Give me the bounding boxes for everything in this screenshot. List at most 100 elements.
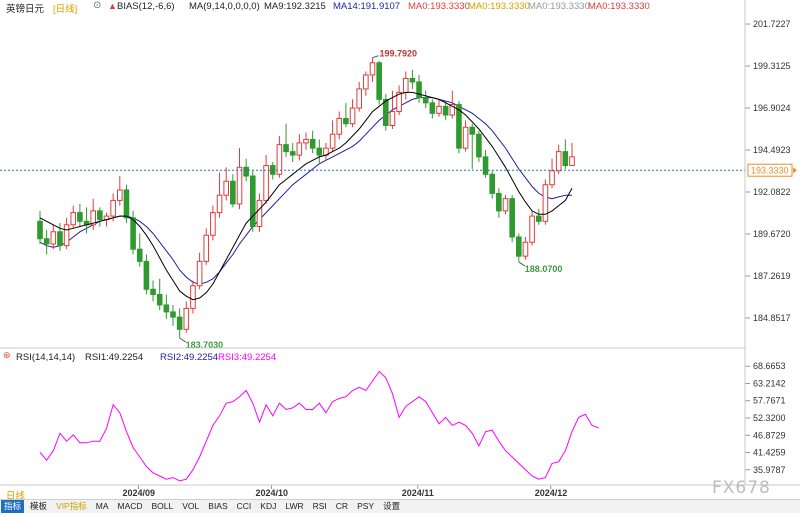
candle[interactable] bbox=[316, 139, 323, 164]
indicator-tab[interactable]: RSI bbox=[312, 501, 327, 511]
price-annotations: 199.7920 188.0700 183.7030 bbox=[179, 49, 562, 350]
candle[interactable] bbox=[37, 210, 43, 244]
indicator-tab[interactable]: 指标 bbox=[1, 500, 25, 513]
indicator-tab[interactable]: BOLL bbox=[151, 501, 174, 511]
candle[interactable] bbox=[117, 176, 123, 206]
candle[interactable] bbox=[542, 179, 549, 225]
candle[interactable] bbox=[376, 61, 382, 105]
candle[interactable] bbox=[436, 99, 442, 117]
candle[interactable] bbox=[190, 280, 196, 314]
candle[interactable] bbox=[57, 223, 63, 251]
indicator-tab[interactable]: BIAS bbox=[208, 501, 228, 511]
candle[interactable] bbox=[250, 170, 256, 232]
candle[interactable] bbox=[329, 120, 336, 152]
candle[interactable] bbox=[489, 170, 495, 199]
indicator-tab[interactable]: VOL bbox=[182, 501, 200, 511]
candle[interactable] bbox=[409, 69, 416, 89]
candle[interactable] bbox=[309, 130, 316, 154]
candle[interactable] bbox=[269, 162, 276, 180]
candle[interactable] bbox=[323, 142, 329, 161]
candle[interactable] bbox=[283, 123, 289, 157]
candle[interactable] bbox=[442, 101, 449, 121]
candle[interactable] bbox=[136, 233, 143, 267]
indicator-tab[interactable]: LWR bbox=[285, 501, 304, 511]
candle[interactable] bbox=[396, 85, 402, 116]
rsi-tick-label: 57.7671 bbox=[753, 396, 786, 406]
price-tick-label: 189.6720 bbox=[753, 229, 791, 239]
close-indicator-icon[interactable]: ▲ bbox=[108, 1, 117, 11]
candle[interactable] bbox=[336, 111, 343, 140]
candle[interactable] bbox=[163, 294, 170, 319]
candle[interactable] bbox=[522, 236, 529, 260]
candle[interactable] bbox=[143, 254, 150, 295]
candle[interactable] bbox=[130, 210, 136, 255]
candle[interactable] bbox=[289, 142, 296, 163]
candle[interactable] bbox=[276, 135, 283, 178]
candle[interactable] bbox=[223, 167, 229, 201]
candle[interactable] bbox=[70, 205, 77, 229]
candle[interactable] bbox=[170, 304, 176, 326]
indicator-tab[interactable]: CR bbox=[335, 501, 349, 511]
candle[interactable] bbox=[150, 280, 156, 302]
candle[interactable] bbox=[303, 132, 309, 150]
settings-icon[interactable]: ⊙ bbox=[93, 0, 102, 11]
candle[interactable] bbox=[183, 301, 190, 333]
candle[interactable] bbox=[402, 71, 409, 100]
candle[interactable] bbox=[529, 210, 535, 246]
candle[interactable] bbox=[203, 228, 210, 265]
candle[interactable] bbox=[90, 198, 97, 231]
indicator-tab[interactable]: 模板 bbox=[30, 501, 48, 511]
candle[interactable] bbox=[210, 205, 216, 241]
candle[interactable] bbox=[349, 99, 356, 128]
indicator-tab[interactable]: MA bbox=[95, 501, 109, 511]
candle[interactable] bbox=[482, 149, 489, 178]
candle[interactable] bbox=[383, 94, 389, 131]
indicator-tab[interactable]: CCI bbox=[236, 501, 252, 511]
candle[interactable] bbox=[363, 71, 369, 96]
candle[interactable] bbox=[263, 155, 269, 204]
candle[interactable] bbox=[416, 74, 422, 103]
candle[interactable] bbox=[555, 144, 562, 175]
candle[interactable] bbox=[216, 172, 223, 218]
candle[interactable] bbox=[176, 308, 183, 339]
candle[interactable] bbox=[196, 252, 203, 290]
candle[interactable] bbox=[509, 195, 515, 243]
candles-layer[interactable] bbox=[37, 57, 575, 339]
candle[interactable] bbox=[256, 193, 263, 232]
rsi-settings-icon[interactable]: ⊛ bbox=[3, 350, 11, 360]
candle[interactable] bbox=[156, 278, 163, 311]
indicator-tab[interactable]: VIP指标 bbox=[56, 501, 87, 511]
candle[interactable] bbox=[230, 174, 236, 208]
candle[interactable] bbox=[43, 230, 50, 255]
candle[interactable] bbox=[496, 188, 502, 218]
candle[interactable] bbox=[236, 148, 243, 210]
candle[interactable] bbox=[63, 217, 70, 250]
candle[interactable] bbox=[343, 102, 349, 128]
candle[interactable] bbox=[422, 90, 429, 109]
candle[interactable] bbox=[243, 158, 249, 182]
candle[interactable] bbox=[449, 90, 456, 119]
candle[interactable] bbox=[476, 130, 482, 163]
candle[interactable] bbox=[369, 57, 376, 82]
candle[interactable] bbox=[502, 195, 509, 215]
candle[interactable] bbox=[469, 123, 476, 170]
indicator-tab[interactable]: KDJ bbox=[260, 501, 277, 511]
candle[interactable] bbox=[549, 158, 555, 189]
candle[interactable] bbox=[429, 99, 436, 119]
candle[interactable] bbox=[356, 81, 362, 112]
indicator-tab[interactable]: PSY bbox=[357, 501, 375, 511]
candle[interactable] bbox=[110, 193, 116, 222]
candle[interactable] bbox=[389, 90, 396, 129]
candle[interactable] bbox=[516, 233, 522, 262]
indicator-tab[interactable]: MACD bbox=[117, 501, 143, 511]
candle[interactable] bbox=[50, 224, 57, 250]
candle[interactable] bbox=[77, 203, 83, 227]
candle[interactable] bbox=[296, 134, 303, 161]
indicator-tab[interactable]: 设置 bbox=[383, 501, 401, 511]
candle[interactable] bbox=[562, 139, 569, 170]
candle[interactable] bbox=[462, 120, 469, 152]
candle[interactable] bbox=[97, 207, 103, 227]
candle[interactable] bbox=[535, 209, 542, 225]
candle[interactable] bbox=[123, 184, 130, 224]
candle[interactable] bbox=[569, 142, 575, 167]
